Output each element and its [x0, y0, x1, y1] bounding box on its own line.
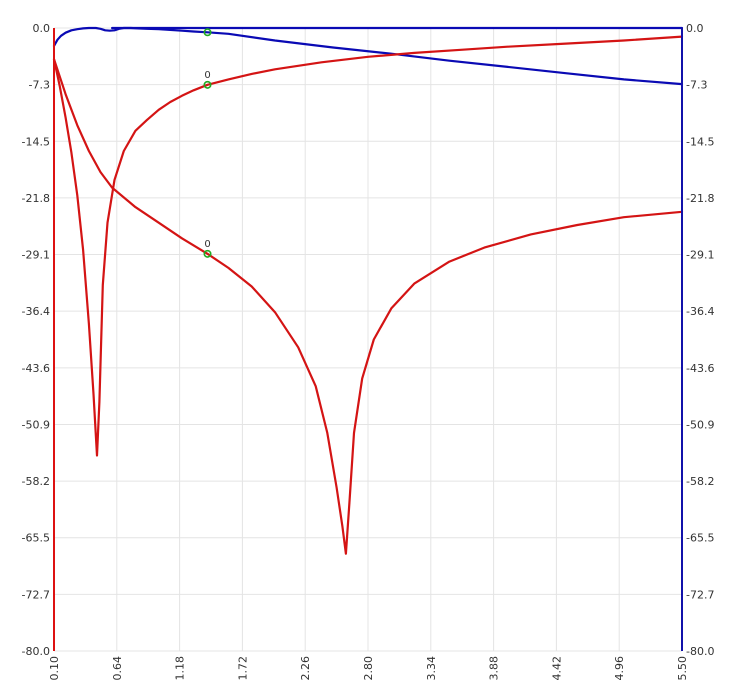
data-marker[interactable] — [203, 249, 212, 258]
x-tick-label: 1.72 — [236, 656, 249, 681]
right-y-tick-label: -80.0 — [686, 645, 714, 658]
x-tick-label: 1.18 — [174, 656, 187, 681]
x-tick-label: 5.50 — [676, 656, 689, 681]
right-y-tick-label: -14.5 — [686, 135, 714, 148]
right-y-tick-labels: 0.0 -7.3 -14.5 -21.8 -29.1 -36.4 -43.6 -50.9 -58… — [686, 22, 714, 658]
left-y-tick-label: -50.9 — [22, 418, 50, 431]
markers-group: 00 — [203, 28, 212, 258]
x-tick-label: 2.80 — [362, 656, 375, 681]
left-y-tick-label: -29.1 — [22, 249, 50, 262]
right-y-tick-label: -72.7 — [686, 588, 714, 601]
right-y-tick-label: -65.5 — [686, 532, 714, 545]
left-y-tick-label: -14.5 — [22, 135, 50, 148]
x-tick-label: 0.64 — [111, 656, 124, 681]
left-y-tick-label: -72.7 — [22, 588, 50, 601]
data-marker[interactable] — [203, 28, 212, 37]
right-y-tick-label: -58.2 — [686, 475, 714, 488]
x-tick-label: 4.42 — [550, 656, 563, 681]
x-tick-label: 3.88 — [488, 656, 501, 681]
series-group — [52, 26, 684, 555]
series-line-3 — [52, 35, 684, 457]
left-y-tick-label: -65.5 — [22, 532, 50, 545]
left-y-tick-label: -7.3 — [29, 79, 50, 92]
left-y-tick-label: -36.4 — [22, 305, 50, 318]
left-y-tick-label: -21.8 — [22, 192, 50, 205]
x-tick-label: 3.34 — [425, 656, 438, 681]
right-y-tick-label: -43.6 — [686, 362, 714, 375]
marker-label: 0 — [204, 239, 210, 250]
left-y-tick-label: 0.0 — [33, 22, 51, 35]
left-y-tick-label: -80.0 — [22, 645, 50, 658]
left-y-tick-label: -58.2 — [22, 475, 50, 488]
right-y-tick-label: -21.8 — [686, 192, 714, 205]
right-y-tick-label: 0.0 — [686, 22, 704, 35]
right-y-tick-label: -50.9 — [686, 418, 714, 431]
left-y-tick-labels: 0.0 -7.3 -14.5 -21.8 -29.1 -36.4 -43.6 -50.9 -58… — [22, 22, 50, 658]
x-tick-label: 4.96 — [613, 656, 626, 681]
marker-label: 0 — [204, 70, 210, 81]
data-marker[interactable] — [203, 80, 212, 89]
x-tick-labels: 0.10 0.64 1.18 1.72 2.26 2.80 3.34 3.88 4.42 4.96… — [48, 656, 689, 681]
x-tick-label: 0.10 — [48, 656, 61, 681]
axes-group — [53, 28, 683, 651]
right-y-tick-label: -7.3 — [686, 79, 707, 92]
grid-lines — [53, 27, 683, 652]
left-y-tick-label: -43.6 — [22, 362, 50, 375]
right-y-tick-label: -29.1 — [686, 249, 714, 262]
x-tick-label: 2.26 — [299, 656, 312, 681]
series-line-4 — [52, 58, 684, 555]
right-y-tick-label: -36.4 — [686, 305, 714, 318]
